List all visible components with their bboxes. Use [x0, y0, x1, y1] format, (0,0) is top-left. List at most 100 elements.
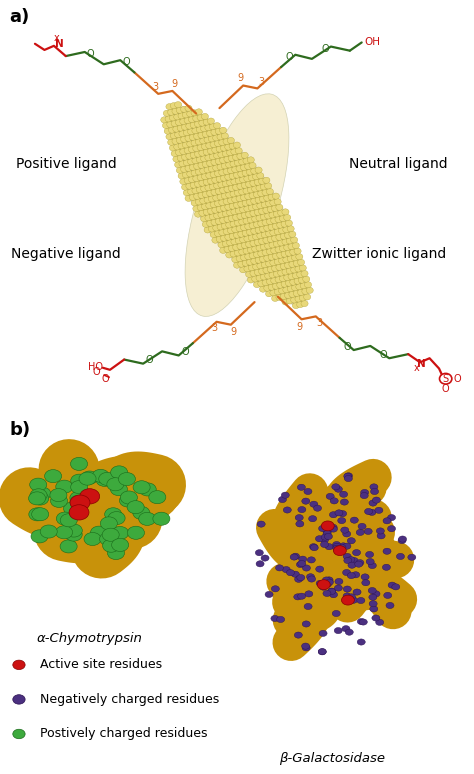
Circle shape — [292, 571, 300, 577]
Circle shape — [242, 230, 249, 236]
Circle shape — [247, 157, 255, 163]
Circle shape — [285, 220, 292, 226]
Circle shape — [329, 524, 337, 530]
Circle shape — [225, 204, 232, 211]
Circle shape — [294, 248, 301, 254]
Circle shape — [242, 260, 249, 266]
Circle shape — [293, 290, 301, 296]
Circle shape — [214, 170, 221, 176]
Circle shape — [355, 561, 363, 567]
Circle shape — [296, 561, 304, 567]
Text: Postively charged residues: Postively charged residues — [40, 728, 208, 741]
Circle shape — [243, 248, 250, 254]
Text: b): b) — [9, 421, 31, 439]
Circle shape — [282, 567, 290, 573]
Circle shape — [202, 132, 210, 137]
Circle shape — [175, 149, 182, 156]
Circle shape — [202, 161, 210, 167]
Circle shape — [261, 262, 268, 268]
Circle shape — [230, 251, 237, 257]
Circle shape — [251, 258, 258, 264]
Circle shape — [350, 557, 358, 563]
Circle shape — [264, 243, 272, 249]
Circle shape — [222, 241, 229, 247]
Circle shape — [190, 122, 197, 128]
Circle shape — [171, 150, 178, 156]
Circle shape — [99, 472, 116, 485]
Text: O: O — [442, 384, 449, 394]
Circle shape — [366, 559, 374, 565]
Circle shape — [254, 282, 261, 288]
Circle shape — [166, 134, 173, 140]
Circle shape — [290, 279, 297, 285]
Circle shape — [181, 106, 188, 112]
Circle shape — [194, 121, 201, 127]
Circle shape — [216, 176, 223, 182]
Circle shape — [359, 619, 367, 625]
Circle shape — [164, 128, 171, 134]
Circle shape — [383, 564, 391, 570]
Circle shape — [315, 536, 323, 542]
Circle shape — [263, 267, 270, 273]
Circle shape — [209, 214, 216, 220]
Circle shape — [234, 220, 241, 226]
Circle shape — [199, 120, 206, 126]
Circle shape — [373, 497, 381, 503]
Circle shape — [71, 481, 88, 494]
Circle shape — [182, 172, 190, 178]
Circle shape — [100, 517, 118, 530]
Text: 3: 3 — [258, 77, 264, 87]
Circle shape — [32, 508, 49, 521]
Circle shape — [227, 240, 234, 246]
Circle shape — [202, 221, 210, 228]
Circle shape — [217, 194, 224, 200]
Circle shape — [369, 594, 377, 601]
Circle shape — [240, 255, 247, 261]
Circle shape — [192, 128, 199, 134]
Circle shape — [246, 199, 254, 205]
Circle shape — [267, 236, 274, 242]
Circle shape — [219, 170, 226, 176]
Circle shape — [220, 235, 228, 241]
Circle shape — [324, 581, 332, 587]
Circle shape — [276, 294, 283, 300]
Circle shape — [254, 209, 261, 215]
Circle shape — [282, 269, 289, 275]
Circle shape — [194, 151, 201, 157]
Circle shape — [316, 566, 324, 572]
Circle shape — [272, 265, 279, 272]
Circle shape — [357, 618, 365, 625]
Text: Active site residues: Active site residues — [40, 659, 163, 671]
Circle shape — [212, 147, 219, 153]
Circle shape — [262, 190, 269, 196]
Circle shape — [365, 509, 373, 515]
Text: 9: 9 — [296, 322, 302, 331]
Circle shape — [253, 234, 260, 240]
Circle shape — [388, 526, 396, 532]
Circle shape — [197, 145, 204, 151]
Circle shape — [253, 204, 260, 210]
Circle shape — [333, 542, 341, 548]
Circle shape — [236, 255, 243, 262]
Circle shape — [237, 183, 244, 190]
Circle shape — [297, 272, 304, 278]
Circle shape — [273, 283, 280, 289]
Circle shape — [235, 177, 242, 183]
Circle shape — [223, 228, 230, 235]
Circle shape — [268, 194, 275, 200]
Circle shape — [246, 259, 254, 265]
Circle shape — [264, 273, 272, 279]
Circle shape — [92, 469, 109, 482]
Circle shape — [353, 550, 361, 556]
Circle shape — [258, 280, 265, 286]
Circle shape — [368, 587, 376, 594]
Circle shape — [283, 245, 291, 251]
Ellipse shape — [185, 94, 289, 317]
Circle shape — [209, 153, 216, 159]
Circle shape — [215, 158, 222, 164]
Circle shape — [277, 282, 284, 288]
Circle shape — [300, 283, 307, 289]
Circle shape — [236, 225, 243, 231]
Circle shape — [167, 122, 174, 128]
Circle shape — [225, 144, 232, 150]
